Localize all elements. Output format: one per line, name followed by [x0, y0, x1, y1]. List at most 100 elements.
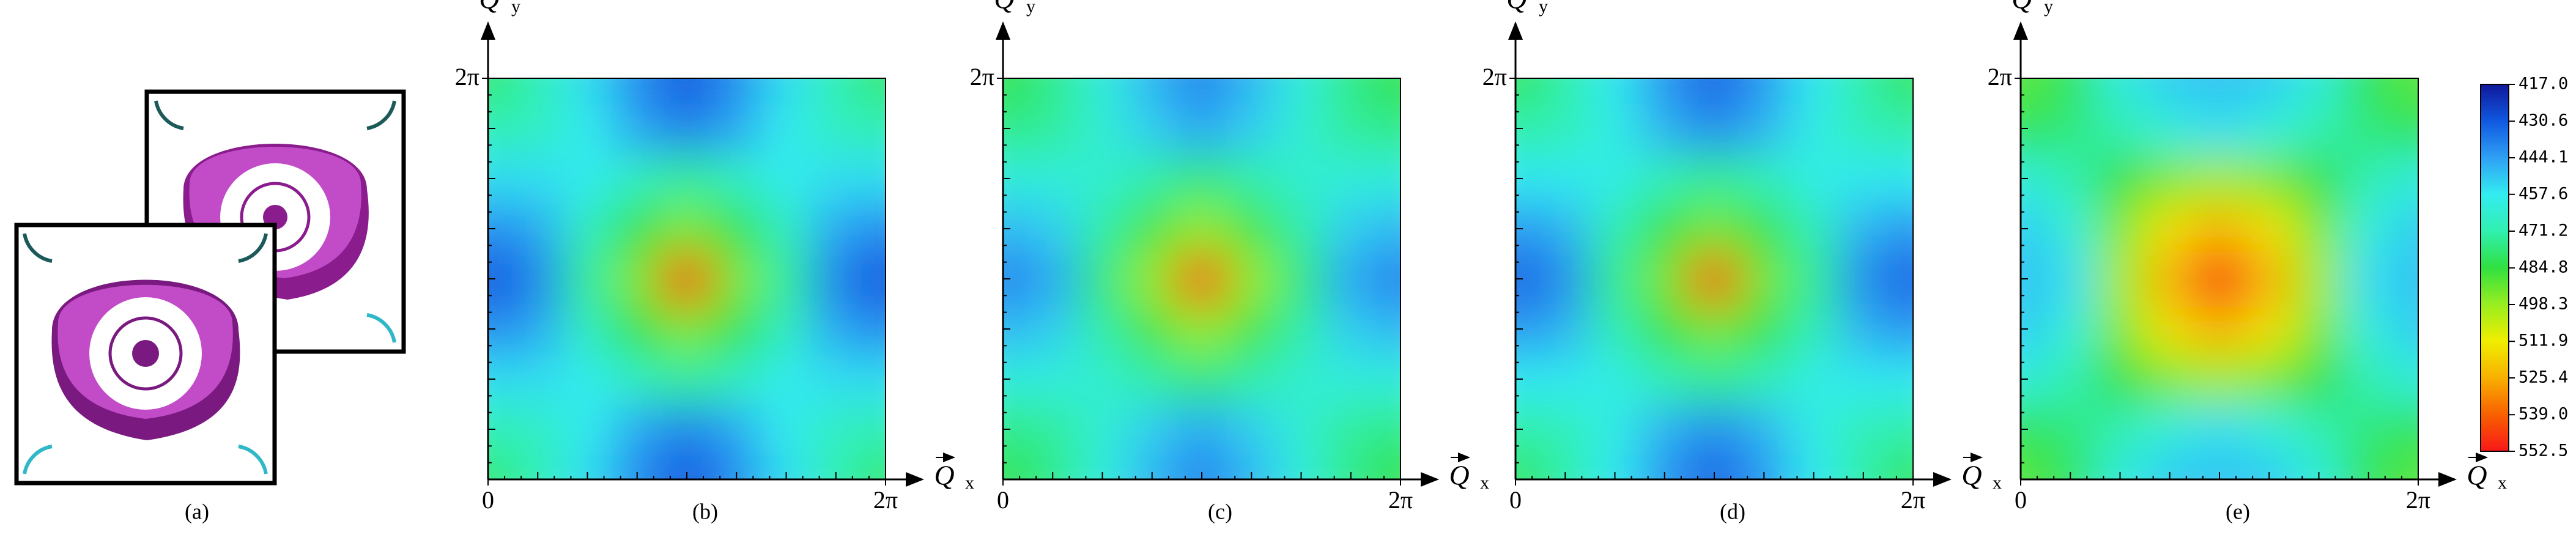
- heat-cell: [1076, 78, 1128, 104]
- heat-cell: [860, 404, 886, 456]
- heat-cell: [1226, 203, 1277, 254]
- heat-cell: [810, 454, 862, 479]
- heat-cell: [1539, 102, 1591, 154]
- heat-cell: [760, 253, 812, 305]
- colorbar-tick-label: 525.4: [2519, 368, 2568, 387]
- heat-cell: [1076, 454, 1128, 479]
- panel-label: (a): [185, 499, 209, 523]
- heat-cell: [1788, 152, 1840, 205]
- heat-cell: [2393, 353, 2418, 405]
- heat-cell: [661, 404, 712, 456]
- heat-cell: [512, 303, 563, 355]
- heat-cell: [711, 454, 762, 479]
- heat-cell: [1127, 454, 1178, 479]
- heat-cell: [1003, 102, 1029, 154]
- heat-cell: [1788, 78, 1840, 104]
- heat-cell: [612, 253, 663, 305]
- colorbar-tick-label: 511.9: [2519, 331, 2568, 350]
- heat-cell: [2094, 353, 2146, 405]
- colorbar: [2480, 84, 2509, 452]
- heat-cell: [711, 78, 762, 104]
- heat-cell: [1887, 152, 1913, 205]
- heat-cell: [1375, 404, 1401, 456]
- heat-cell: [1516, 203, 1541, 254]
- heat-cell: [2293, 203, 2345, 254]
- heat-cell: [2045, 78, 2096, 104]
- heat-cell: [2094, 78, 2146, 104]
- heat-cell: [1589, 78, 1641, 104]
- heat-cell: [1639, 303, 1690, 355]
- heat-cell: [561, 353, 613, 405]
- heat-cell: [661, 353, 712, 405]
- heat-cell: [1076, 303, 1128, 355]
- heat-cell: [1325, 152, 1377, 205]
- heat-cell: [2293, 78, 2345, 104]
- heat-cell: [2293, 152, 2345, 205]
- heat-cell: [1887, 353, 1913, 405]
- heat-cell: [810, 78, 862, 104]
- heat-cell: [488, 353, 514, 405]
- heat-cell: [612, 353, 663, 405]
- heat-cell: [1176, 303, 1227, 355]
- x-tick-label: 2π: [873, 486, 898, 514]
- heat-cell: [1325, 102, 1377, 154]
- heat-cell: [1275, 78, 1327, 104]
- heat-cell: [860, 203, 886, 254]
- heat-cell: [2045, 253, 2096, 305]
- x-tick-label: 0: [997, 486, 1009, 514]
- heat-cell: [1738, 454, 1790, 479]
- heat-cell: [711, 404, 762, 456]
- heat-cell: [1589, 152, 1641, 205]
- heat-cell: [1589, 353, 1641, 405]
- heat-cell: [1838, 78, 1889, 104]
- heat-cell: [2243, 353, 2295, 405]
- heat-cell: [1838, 353, 1889, 405]
- x-axis-label-sub: x: [1993, 473, 2002, 493]
- x-axis-label: Q: [934, 460, 954, 491]
- heat-cell: [1003, 152, 1029, 205]
- heat-cell: [1275, 404, 1327, 456]
- heat-cell: [1375, 454, 1401, 479]
- heat-cell: [2094, 404, 2146, 456]
- heat-cell: [1639, 152, 1690, 205]
- heat-cell: [1639, 253, 1690, 305]
- heat-cell: [612, 303, 663, 355]
- y-axis-label-sub: y: [1539, 0, 1548, 17]
- heat-cell: [2194, 78, 2245, 104]
- heat-cell: [1838, 404, 1889, 456]
- heat-cell: [512, 152, 563, 205]
- heat-cell: [1689, 152, 1740, 205]
- heat-cell: [1003, 303, 1029, 355]
- heat-cell: [1887, 253, 1913, 305]
- heat-cell: [2243, 454, 2295, 479]
- heat-cell: [760, 404, 812, 456]
- heat-cell: [1589, 303, 1641, 355]
- heat-cell: [1127, 203, 1178, 254]
- heat-cell: [1226, 78, 1277, 104]
- heat-cell: [561, 102, 613, 154]
- heat-cell: [1027, 102, 1078, 154]
- heat-cell: [612, 454, 663, 479]
- heat-cell: [1738, 102, 1790, 154]
- heat-cell: [1639, 353, 1690, 405]
- heat-cell: [2343, 78, 2394, 104]
- x-axis-label: Q: [1449, 460, 1469, 491]
- heat-cell: [488, 78, 514, 104]
- panel-a-illustration: [14, 89, 406, 486]
- heat-cell: [1127, 78, 1178, 104]
- heat-cell: [1788, 353, 1840, 405]
- heat-cell: [661, 152, 712, 205]
- heat-cell: [860, 303, 886, 355]
- heat-cell: [2021, 353, 2046, 405]
- heat-cell: [1325, 454, 1377, 479]
- heat-cell: [1176, 404, 1227, 456]
- heat-cell: [1176, 253, 1227, 305]
- heat-cell: [2094, 454, 2146, 479]
- heatmap: [2021, 78, 2418, 479]
- heat-cell: [1639, 203, 1690, 254]
- heat-cell: [1639, 102, 1690, 154]
- heat-cell: [711, 253, 762, 305]
- heat-cell: [2293, 353, 2345, 405]
- heat-cell: [512, 454, 563, 479]
- heat-cell: [2343, 404, 2394, 456]
